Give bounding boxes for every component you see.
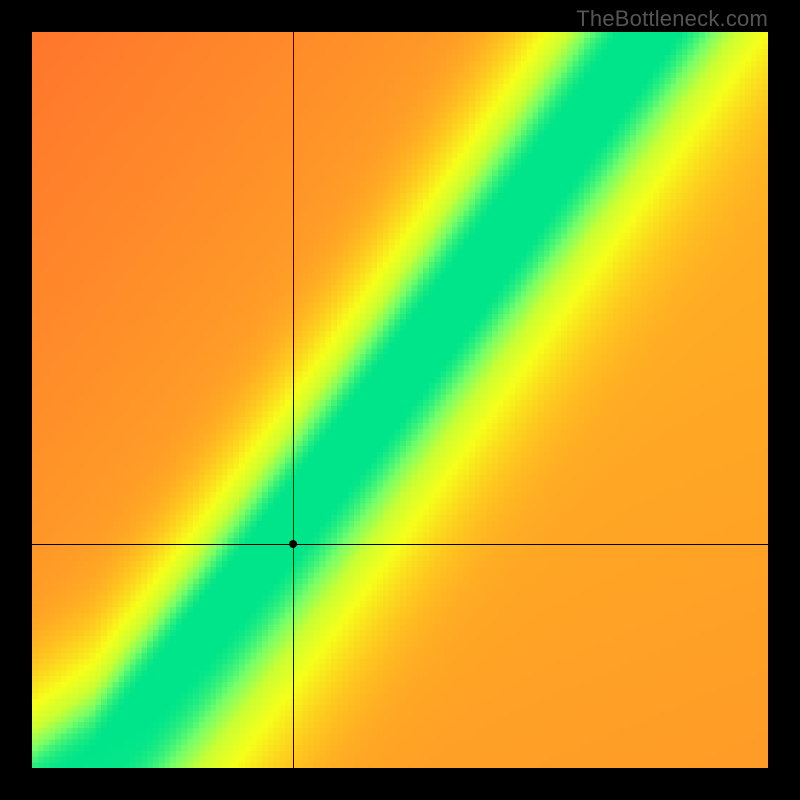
crosshair-vertical	[293, 32, 294, 768]
watermark-text: TheBottleneck.com	[576, 6, 768, 32]
heatmap-plot	[32, 32, 768, 768]
heatmap-canvas	[32, 32, 768, 768]
crosshair-marker	[289, 540, 297, 548]
crosshair-horizontal	[32, 544, 768, 545]
